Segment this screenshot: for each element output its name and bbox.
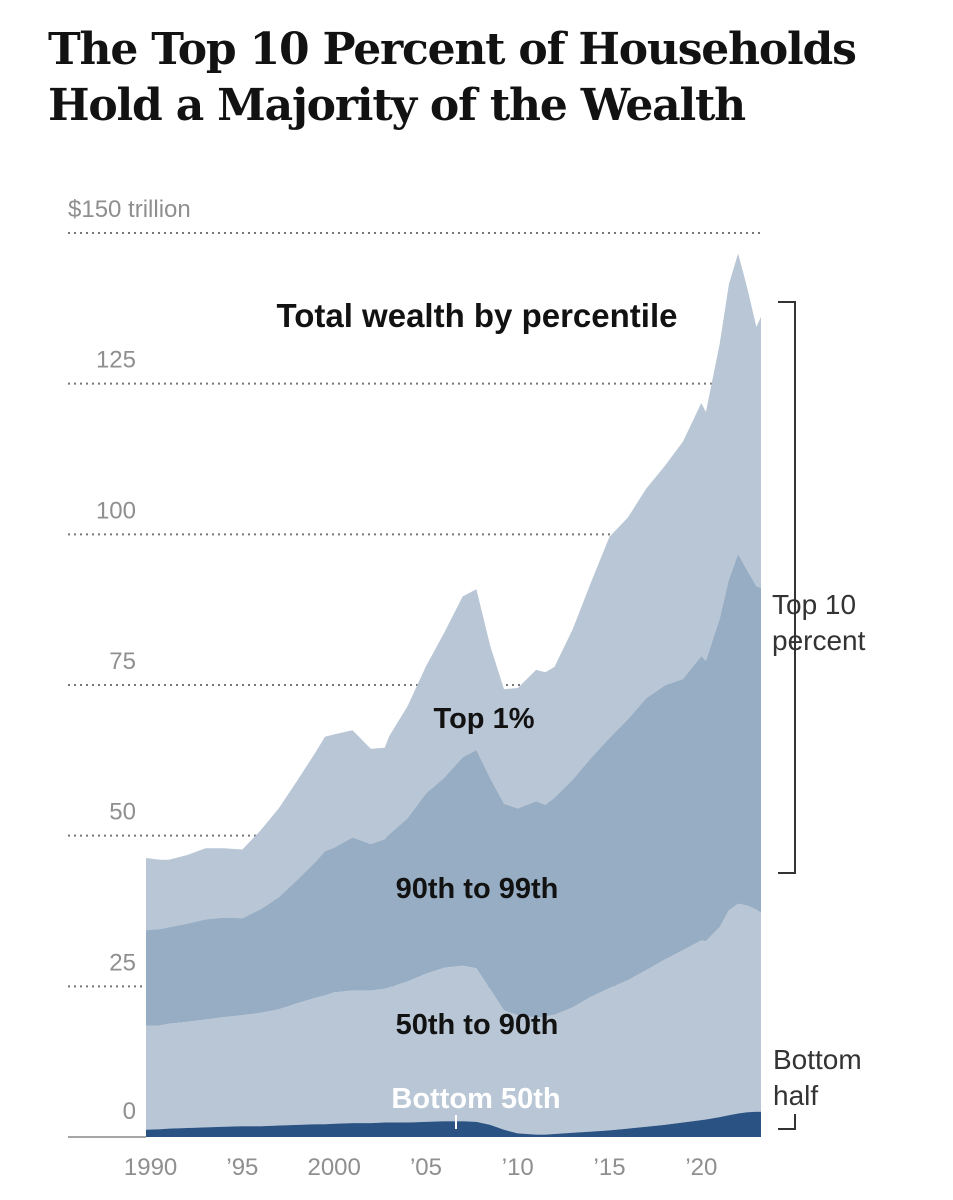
top10-label-line1: Top 10 (772, 589, 856, 620)
bottom-half-label-line2: half (773, 1080, 818, 1111)
y-tick-25: 25 (109, 949, 136, 976)
x-tick-2020: ’20 (685, 1154, 717, 1181)
x-tick-2005: ’05 (410, 1154, 442, 1181)
x-axis-ticks: 1990 ’95 2000 ’05 ’10 ’15 ’20 (124, 1154, 717, 1181)
y-axis-ticks: 0 25 50 75 100 125 $150 trillion (68, 196, 191, 1125)
stacked-areas (146, 253, 761, 1137)
bottom-half-bracket (778, 1114, 796, 1130)
x-tick-2010: ’10 (502, 1154, 534, 1181)
top10-label-line2: percent (772, 625, 866, 656)
area-top-1 (146, 253, 761, 931)
area-90-to-99 (146, 554, 761, 1026)
y-tick-50: 50 (109, 799, 136, 826)
x-tick-2015: ’15 (594, 1154, 626, 1181)
x-tick-1995: ’95 (226, 1154, 258, 1181)
x-tick-1990: 1990 (124, 1154, 177, 1181)
area-50-to-90 (146, 903, 761, 1135)
area-label-90-99: 90th to 99th (396, 873, 559, 905)
area-label-top1: Top 1% (434, 703, 535, 735)
area-label-bottom50: Bottom 50th (391, 1083, 560, 1115)
y-tick-100: 100 (96, 497, 136, 524)
area-label-50-90: 50th to 90th (396, 1009, 559, 1041)
y-tick-75: 75 (109, 648, 136, 675)
page-title: The Top 10 Percent of Households Hold a … (48, 24, 857, 131)
y-tick-0: 0 (123, 1098, 136, 1125)
chart-subtitle: Total wealth by percentile (277, 297, 678, 334)
y-tick-150: $150 trillion (68, 196, 191, 223)
bottom-half-label-line1: Bottom (773, 1044, 862, 1075)
x-tick-2000: 2000 (307, 1154, 360, 1181)
top10-bracket (778, 301, 796, 874)
y-tick-125: 125 (96, 347, 136, 374)
area-bottom-50 (146, 1111, 761, 1137)
